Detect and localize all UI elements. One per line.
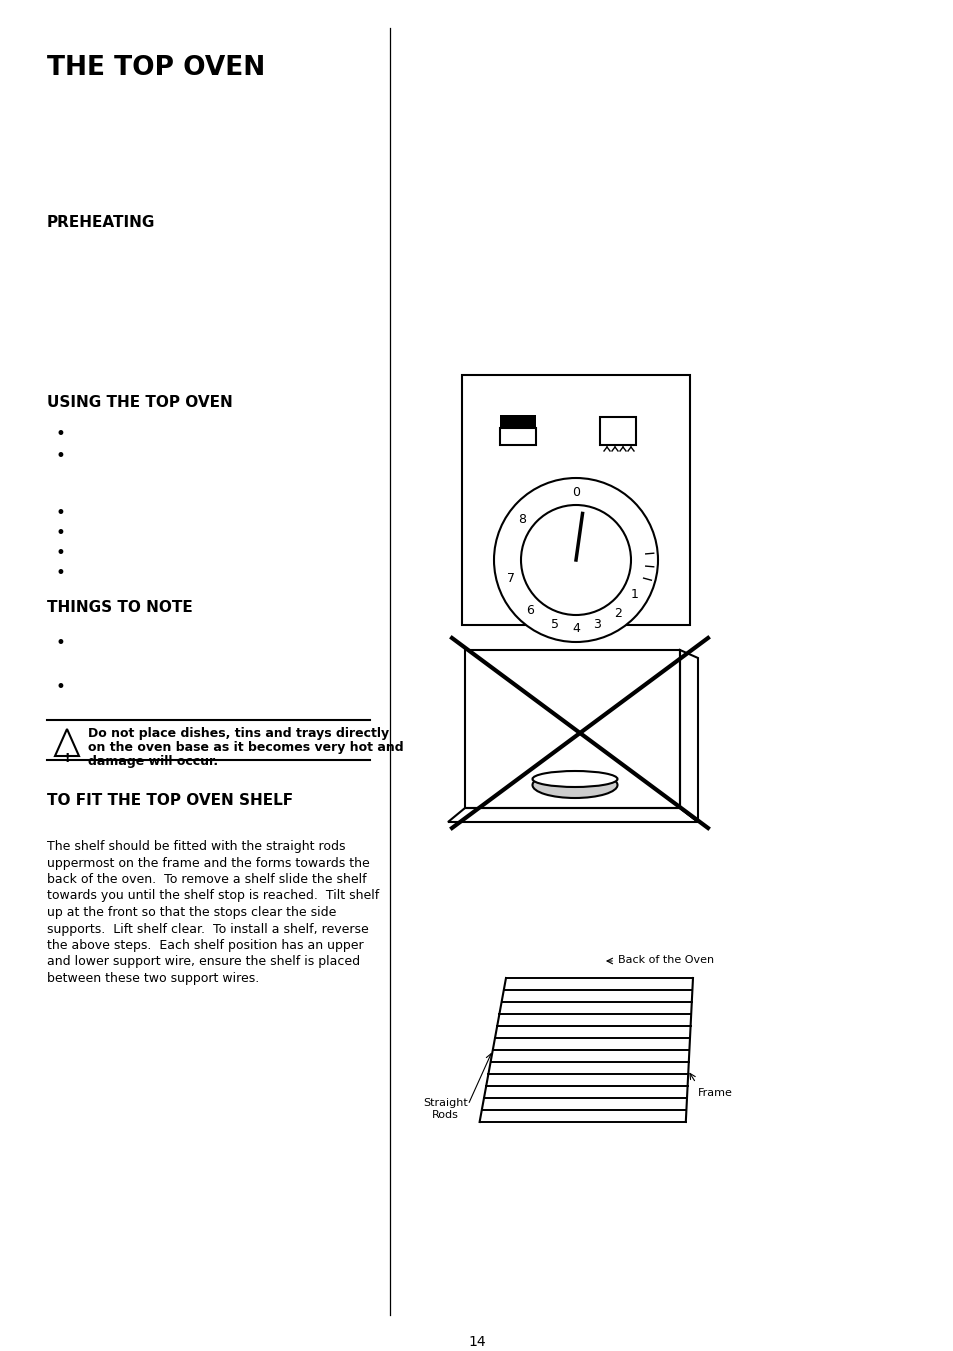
Text: uppermost on the frame and the forms towards the: uppermost on the frame and the forms tow… (47, 857, 370, 870)
Text: Back of the Oven: Back of the Oven (618, 955, 714, 965)
Text: 14: 14 (468, 1335, 485, 1350)
Ellipse shape (532, 771, 617, 788)
Text: on the oven base as it becomes very hot and: on the oven base as it becomes very hot … (88, 740, 403, 754)
Text: 5: 5 (551, 619, 558, 631)
Text: 0: 0 (572, 485, 579, 499)
Text: •: • (56, 447, 66, 465)
Text: •: • (56, 678, 66, 696)
Bar (499, 415, 536, 428)
Bar (499, 428, 536, 444)
Text: THE TOP OVEN: THE TOP OVEN (47, 55, 265, 81)
Text: !: ! (64, 753, 70, 765)
Ellipse shape (532, 771, 617, 798)
Text: 2: 2 (614, 607, 621, 620)
Text: The shelf should be fitted with the straight rods: The shelf should be fitted with the stra… (47, 840, 345, 852)
Text: USING THE TOP OVEN: USING THE TOP OVEN (47, 394, 233, 409)
Bar (599, 417, 636, 444)
Text: between these two support wires.: between these two support wires. (47, 971, 259, 985)
Bar (461, 376, 689, 626)
Text: 3: 3 (593, 619, 600, 631)
Text: back of the oven.  To remove a shelf slide the shelf: back of the oven. To remove a shelf slid… (47, 873, 366, 886)
Text: •: • (56, 524, 66, 542)
Text: THINGS TO NOTE: THINGS TO NOTE (47, 600, 193, 615)
Text: Do not place dishes, tins and trays directly: Do not place dishes, tins and trays dire… (88, 727, 389, 740)
Text: •: • (56, 426, 66, 443)
Text: TO FIT THE TOP OVEN SHELF: TO FIT THE TOP OVEN SHELF (47, 793, 293, 808)
Text: •: • (56, 504, 66, 521)
Text: the above steps.  Each shelf position has an upper: the above steps. Each shelf position has… (47, 939, 363, 952)
Text: PREHEATING: PREHEATING (47, 215, 155, 230)
Text: 6: 6 (526, 604, 534, 617)
Text: •: • (56, 634, 66, 653)
Text: 4: 4 (572, 621, 579, 635)
Circle shape (494, 478, 658, 642)
Circle shape (520, 505, 630, 615)
Text: 8: 8 (517, 512, 525, 526)
Text: 7: 7 (506, 573, 514, 585)
Text: Frame: Frame (698, 1088, 732, 1098)
Text: Straight
Rods: Straight Rods (422, 1098, 467, 1120)
Text: •: • (56, 563, 66, 582)
Text: damage will occur.: damage will occur. (88, 755, 218, 767)
Text: supports.  Lift shelf clear.  To install a shelf, reverse: supports. Lift shelf clear. To install a… (47, 923, 369, 935)
Text: towards you until the shelf stop is reached.  Tilt shelf: towards you until the shelf stop is reac… (47, 889, 379, 902)
Text: up at the front so that the stops clear the side: up at the front so that the stops clear … (47, 907, 336, 919)
Text: and lower support wire, ensure the shelf is placed: and lower support wire, ensure the shelf… (47, 955, 359, 969)
Text: 1: 1 (630, 588, 639, 600)
Text: •: • (56, 544, 66, 562)
